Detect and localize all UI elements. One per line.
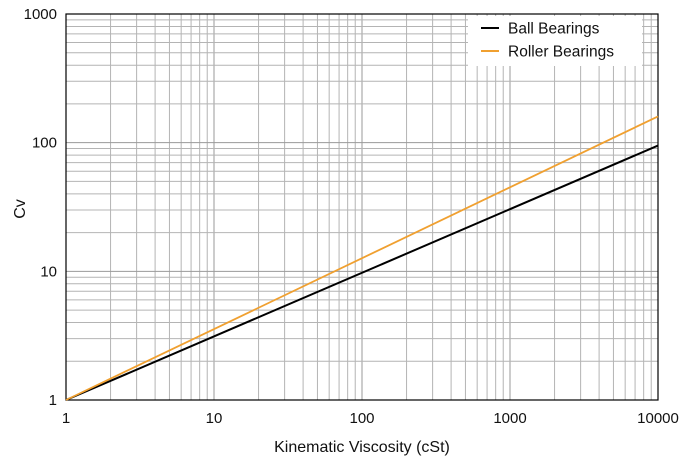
x-tick-label: 1 bbox=[62, 410, 70, 427]
y-tick-label: 1 bbox=[49, 392, 57, 409]
x-axis-title: Kinematic Viscosity (cSt) bbox=[274, 439, 450, 456]
y-tick-label: 100 bbox=[32, 135, 57, 152]
x-tick-label: 1000 bbox=[493, 410, 526, 427]
x-tick-label: 10000 bbox=[637, 410, 679, 427]
legend: Ball Bearings Roller Bearings bbox=[468, 16, 642, 66]
series-line-roller-bearings bbox=[65, 115, 659, 401]
x-tick-labels: 1 10 100 1000 10000 bbox=[62, 410, 679, 427]
legend-label: Ball Bearings bbox=[508, 21, 600, 38]
y-axis-title: Cv bbox=[12, 199, 29, 219]
x-tick-label: 100 bbox=[349, 410, 374, 427]
legend-label: Roller Bearings bbox=[508, 44, 614, 61]
y-tick-label: 1000 bbox=[24, 6, 57, 23]
grid bbox=[65, 14, 658, 401]
series bbox=[65, 115, 659, 401]
legend-box bbox=[468, 16, 642, 66]
plot-frame bbox=[65, 13, 659, 401]
series-line-ball-bearings bbox=[65, 144, 659, 401]
y-tick-label: 10 bbox=[40, 263, 57, 280]
x-tick-label: 10 bbox=[206, 410, 223, 427]
y-tick-labels: 1 10 100 1000 bbox=[24, 6, 57, 409]
